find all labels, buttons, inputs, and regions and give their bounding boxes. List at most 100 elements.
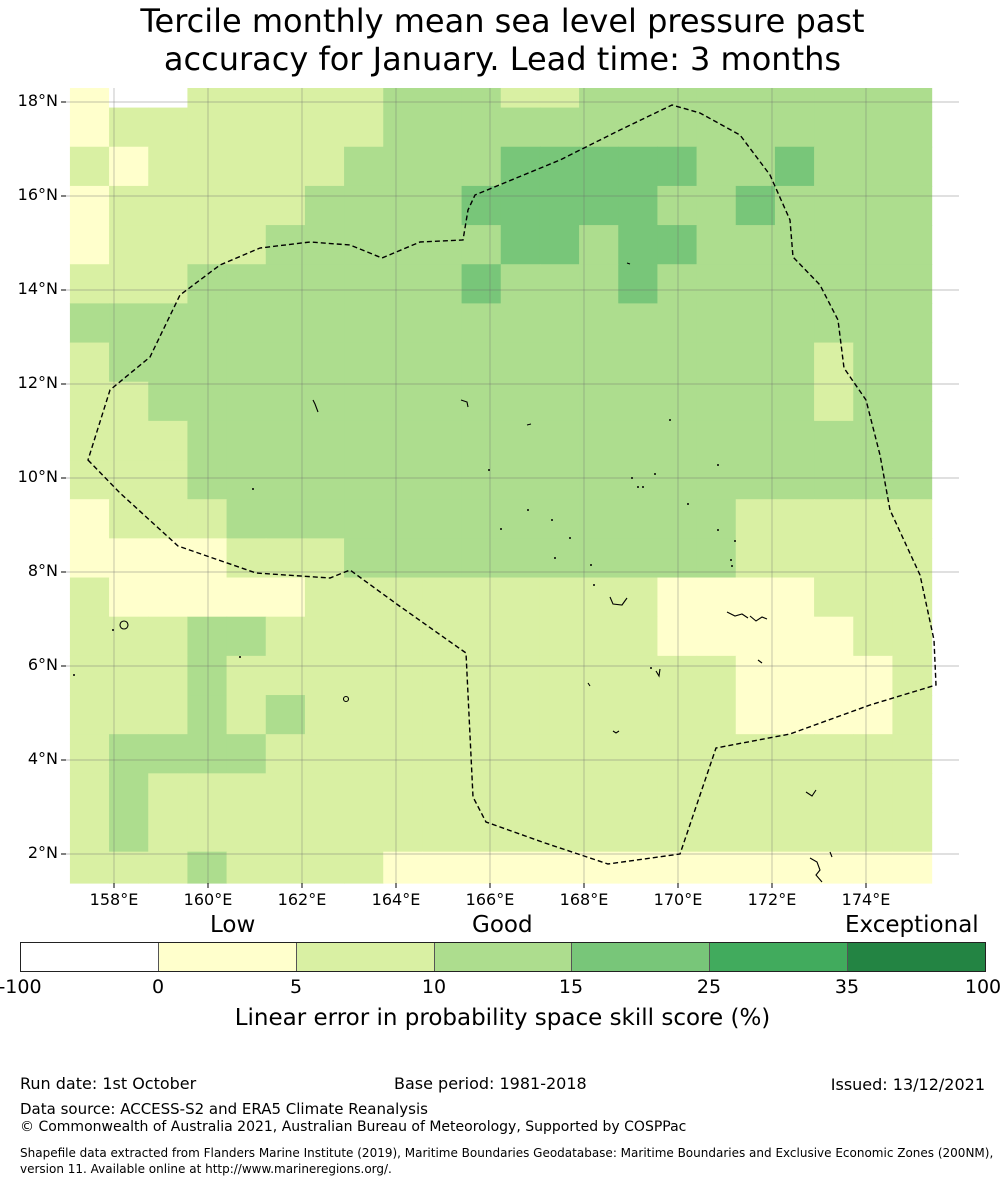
grid-cell [187,420,228,461]
grid-cell [461,616,502,657]
category-good: Good [472,912,533,938]
grid-cell [422,107,463,148]
grid-cell [892,342,933,383]
grid-cell [500,264,541,304]
grid-cell [187,225,228,265]
grid-cell [696,88,737,109]
grid-cell [892,655,933,696]
grid-cell [657,107,698,148]
grid-cell [579,538,619,579]
title-line-1: Tercile monthly mean sea level pressure … [140,2,865,40]
grid-cell [383,655,424,696]
grid-cell [383,734,424,774]
grid-cell [69,264,110,304]
grid-cell [226,695,267,735]
grid-cell [344,577,384,618]
grid-cell [383,225,424,265]
grid-cell [579,695,619,735]
grid-cell [461,695,502,735]
grid-cell [657,577,698,618]
grid-cell [814,734,854,774]
grid-cell [109,460,149,500]
grid-cell [500,812,541,853]
grid-cell [539,577,580,618]
grid-cell [696,381,737,422]
lat-label-6n: 6°N [27,655,58,674]
grid-cell [109,381,149,422]
grid-cell [265,499,306,539]
grid-cell [853,499,894,539]
grid-cell [461,225,502,265]
grid-cell [187,264,228,304]
grid-cell [148,88,189,109]
grid-cell [892,734,933,774]
grid-cell [774,577,815,618]
grid-cell [304,107,345,148]
grid-cell [226,420,267,461]
grid-cell [500,342,541,383]
grid-cell [344,734,384,774]
grid-cell [109,88,149,109]
grid-cell [892,499,933,539]
grid-cell [735,460,776,500]
grid-cell [226,655,267,696]
grid-cell [461,342,502,383]
grid-cell [735,88,776,109]
grid-cell [187,107,228,148]
grid-cell [853,695,894,735]
grid-cell [696,225,737,265]
lat-label-10n: 10°N [17,467,58,486]
grid-cell [226,107,267,148]
grid-cell [853,264,894,304]
grid-cell [539,264,580,304]
grid-cell [657,303,698,344]
grid-cell [187,851,228,884]
grid-cell [735,264,776,304]
grid-cell [69,88,110,109]
grid-cell [109,734,149,774]
grid-cell [853,538,894,579]
grid-cell [579,577,619,618]
grid-cell [696,342,737,383]
grid-cell [539,773,580,814]
grid-cell [461,851,502,884]
grid-cell [304,499,345,539]
grid-cell [109,303,149,344]
grid-cell [304,303,345,344]
grid-cell [774,146,815,187]
grid-cell [539,420,580,461]
grid-cell [500,88,541,109]
grid-cell [148,420,189,461]
grid-cell [539,616,580,657]
grid-cell [539,851,580,884]
grid-cell [304,146,345,187]
grid-cell [579,264,619,304]
grid-cell [187,499,228,539]
grid-cell [774,695,815,735]
grid-cell [304,851,345,884]
grid-cell [344,107,384,148]
grid-cell [618,773,659,814]
grid-cell [265,695,306,735]
grid-cell [774,655,815,696]
lat-label-18n: 18°N [17,91,58,110]
grid-cell [892,303,933,344]
grid-cell [774,107,815,148]
grid-cell [226,185,267,226]
grid-cell [226,577,267,618]
grid-cell [892,695,933,735]
grid-cell [774,342,815,383]
grid-cell [657,734,698,774]
grid-cell [422,538,463,579]
grid-cell [187,381,228,422]
grid-cell [304,225,345,265]
grid-cell [226,773,267,814]
grid-cell [461,420,502,461]
grid-cell [500,577,541,618]
grid-cell [735,342,776,383]
grid-cell [696,146,737,187]
grid-cell [500,851,541,884]
colorbar-tick-10: 10 [421,976,447,998]
grid-cell [735,577,776,618]
grid-cell [226,460,267,500]
